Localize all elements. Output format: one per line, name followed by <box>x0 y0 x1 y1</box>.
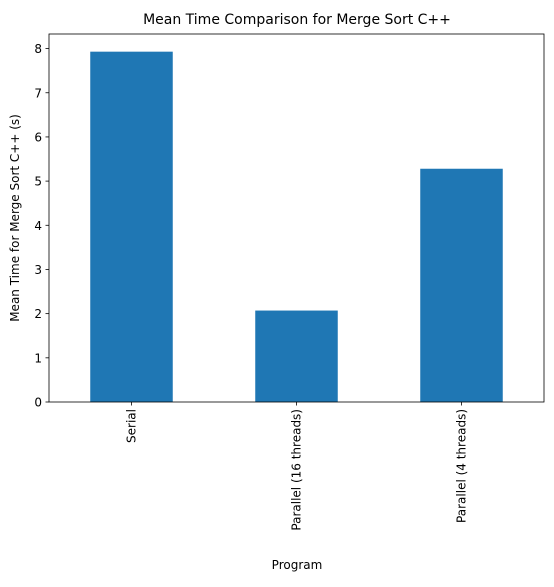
bar-1 <box>255 310 338 402</box>
x-tick-label: Serial <box>125 409 139 443</box>
y-tick-label: 7 <box>34 86 42 100</box>
x-tick-label: Parallel (16 threads) <box>290 409 304 531</box>
y-axis-label: Mean Time for Merge Sort C++ (s) <box>8 114 22 322</box>
y-tick-label: 3 <box>34 263 42 277</box>
y-tick-label: 0 <box>34 396 42 410</box>
plot-frame <box>48 33 545 403</box>
y-tick-label: 6 <box>34 130 42 144</box>
x-axis: Serial Parallel (16 threads) Parallel (4 t… <box>125 402 469 531</box>
y-axis: 0 1 2 3 4 5 6 7 8 <box>34 42 49 410</box>
y-tick-label: 4 <box>34 219 42 233</box>
y-tick-label: 5 <box>34 175 42 189</box>
bar-2 <box>420 168 503 402</box>
y-tick-label: 8 <box>34 42 42 56</box>
x-tick-label: Parallel (4 threads) <box>455 409 469 523</box>
y-tick-label: 1 <box>34 351 42 365</box>
bar-0 <box>90 51 173 402</box>
plot-area <box>90 51 503 402</box>
chart-title: Mean Time Comparison for Merge Sort C++ <box>143 12 451 28</box>
x-axis-label: Program <box>272 558 323 572</box>
y-tick-label: 2 <box>34 307 42 321</box>
